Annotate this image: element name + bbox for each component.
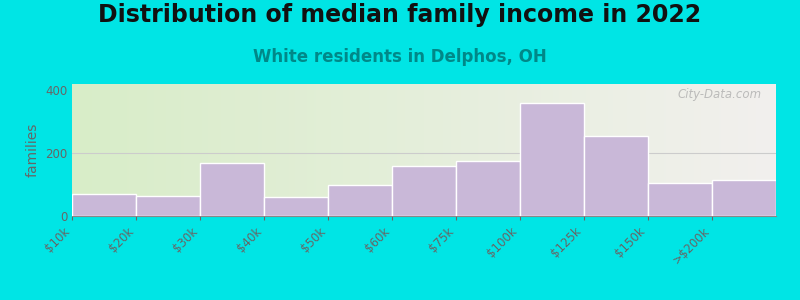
Y-axis label: families: families xyxy=(26,123,39,177)
Bar xyxy=(72,194,136,216)
Bar xyxy=(648,183,712,216)
Bar xyxy=(392,166,456,216)
Text: City-Data.com: City-Data.com xyxy=(678,88,762,101)
Bar xyxy=(456,161,520,216)
Bar xyxy=(136,196,200,216)
Bar xyxy=(328,184,392,216)
Text: White residents in Delphos, OH: White residents in Delphos, OH xyxy=(253,48,547,66)
Bar xyxy=(520,103,584,216)
Bar xyxy=(584,136,648,216)
Bar xyxy=(264,197,328,216)
Bar xyxy=(200,163,264,216)
Text: Distribution of median family income in 2022: Distribution of median family income in … xyxy=(98,3,702,27)
Bar xyxy=(712,180,776,216)
